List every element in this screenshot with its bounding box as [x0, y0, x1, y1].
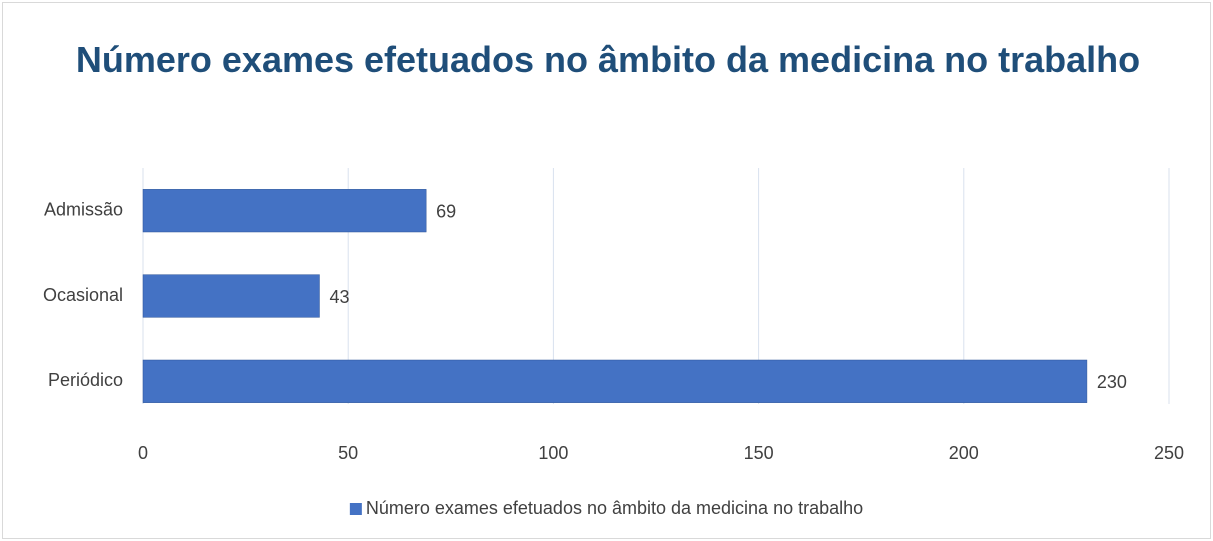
x-tick-label: 200	[949, 443, 979, 463]
data-label: 230	[1097, 372, 1127, 392]
x-tick-label: 100	[538, 443, 568, 463]
bar	[142, 359, 1088, 403]
bar	[142, 189, 427, 233]
x-tick-label: 250	[1154, 443, 1184, 463]
data-label: 69	[436, 201, 456, 221]
data-label: 43	[329, 287, 349, 307]
bar	[142, 274, 320, 318]
x-tick-label: 50	[338, 443, 358, 463]
y-tick-label: Admissão	[44, 199, 123, 219]
legend-label: Número exames efetuados no âmbito da med…	[366, 498, 863, 518]
y-tick-label: Ocasional	[43, 285, 123, 305]
y-tick-label: Periódico	[48, 370, 123, 390]
legend-swatch	[349, 503, 362, 515]
chart: 0 50 100 150 200 250 Admissão 69 Ocasional 43 Peri…	[43, 168, 1184, 518]
chart-title: Número exames efetuados no âmbito da med…	[75, 39, 1141, 80]
x-tick-label: 150	[744, 443, 774, 463]
x-tick-label: 0	[138, 443, 148, 463]
